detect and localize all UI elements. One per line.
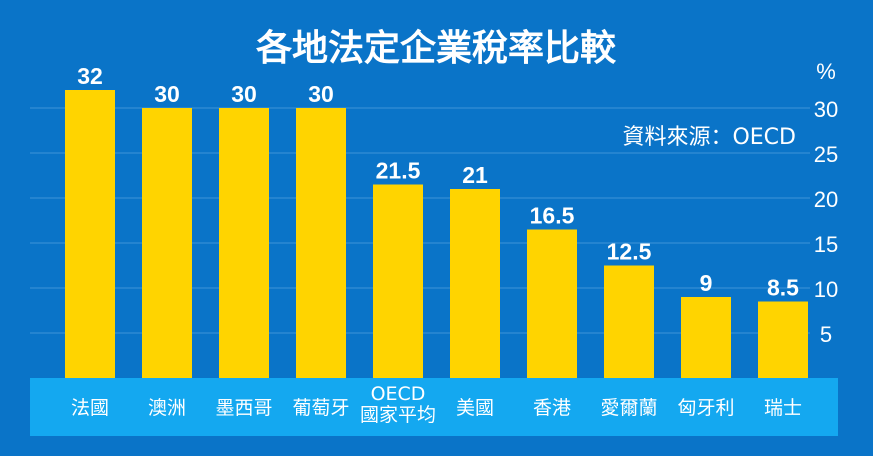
- bar: [296, 108, 346, 378]
- bar: [604, 265, 654, 378]
- category-label: 美國: [456, 397, 494, 419]
- category-label: 墨西哥: [215, 397, 272, 419]
- bar-value-label: 16.5: [530, 203, 575, 229]
- bar-value-label: 8.5: [767, 275, 799, 301]
- category-label: 愛爾蘭: [600, 397, 657, 419]
- bar-value-label: 32: [77, 63, 103, 89]
- bar: [65, 90, 115, 378]
- unit-label: %: [816, 59, 836, 84]
- category-label: 法國: [71, 397, 109, 419]
- y-tick-label: 30: [814, 97, 838, 122]
- bar-value-label: 12.5: [607, 239, 652, 265]
- y-axis-ticks: 5 10 15 20 25 30: [814, 97, 838, 347]
- value-labels: 32 30 30 30 21.5 21 16.5 12.5 9 8.5: [77, 63, 799, 301]
- category-label: 澳洲: [148, 397, 186, 419]
- category-label: 匈牙利: [677, 397, 734, 419]
- bar-value-label: 21: [462, 162, 488, 188]
- y-tick-label: 10: [814, 277, 838, 302]
- bars: [65, 90, 808, 378]
- bar-value-label: 9: [700, 270, 713, 296]
- source-note: 資料來源：OECD: [622, 125, 796, 150]
- category-label: OECD: [371, 383, 426, 405]
- category-label: 國家平均: [360, 404, 436, 426]
- bar-value-label: 30: [231, 81, 257, 107]
- bar: [681, 297, 731, 378]
- y-tick-label: 5: [820, 322, 832, 347]
- bar-value-label: 30: [154, 81, 180, 107]
- category-band: [30, 378, 838, 436]
- chart-title: 各地法定企業稅率比較: [256, 27, 617, 69]
- bar: [527, 229, 577, 378]
- bar: [142, 108, 192, 378]
- y-tick-label: 25: [814, 142, 838, 167]
- bar: [219, 108, 269, 378]
- y-tick-label: 15: [814, 232, 838, 257]
- bar: [758, 301, 808, 378]
- bar-value-label: 30: [308, 81, 334, 107]
- category-label: 瑞士: [764, 397, 802, 419]
- bar: [450, 189, 500, 378]
- bar: [373, 184, 423, 378]
- y-tick-label: 20: [814, 187, 838, 212]
- category-label: 香港: [533, 397, 571, 419]
- bar-value-label: 21.5: [376, 158, 421, 184]
- category-label: 葡萄牙: [292, 397, 349, 419]
